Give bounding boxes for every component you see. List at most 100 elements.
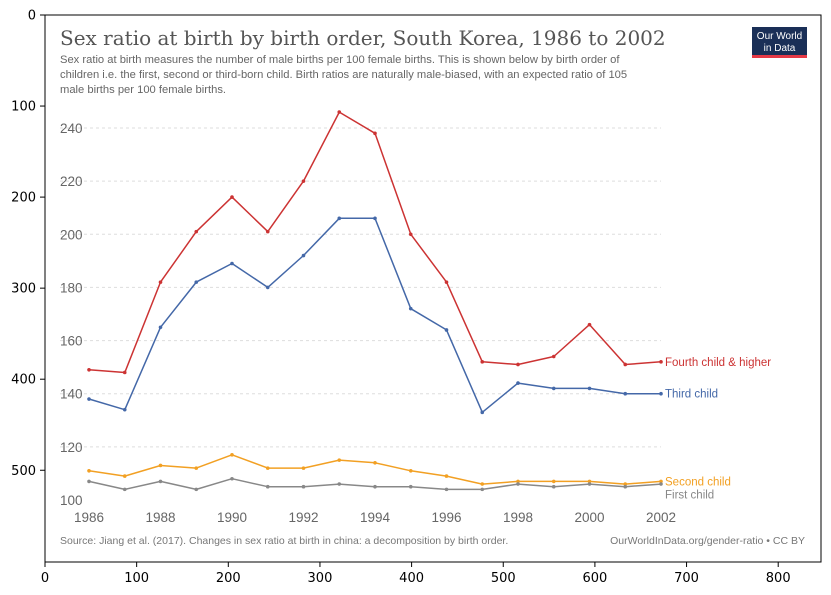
data-point[interactable]	[87, 397, 91, 401]
series-line[interactable]	[88, 454, 662, 485]
data-point[interactable]	[480, 410, 485, 415]
footer-url[interactable]: OurWorldInData.org/gender-ratio • CC BY	[610, 535, 805, 547]
owid-logo[interactable]: Our World in Data	[752, 27, 807, 58]
data-point[interactable]	[301, 484, 306, 489]
y-tick-label: 160	[60, 334, 83, 349]
logo-accent-bar	[752, 55, 807, 58]
y-tick-label: 200	[60, 227, 83, 242]
data-point[interactable]	[516, 479, 520, 484]
grid	[60, 127, 661, 448]
data-point[interactable]	[373, 216, 377, 221]
series-label: Fourth child & higher	[665, 357, 771, 369]
data-point[interactable]	[230, 195, 234, 199]
y-tick-label: 100	[60, 493, 83, 508]
data-point[interactable]	[516, 482, 520, 486]
y-tick-label: 180	[60, 280, 83, 295]
data-point[interactable]	[444, 280, 449, 284]
data-point[interactable]	[194, 466, 199, 470]
data-point[interactable]	[337, 482, 342, 486]
data-point[interactable]	[516, 381, 520, 385]
data-point[interactable]	[230, 453, 234, 457]
outer-x-tick-label: 800	[766, 571, 791, 586]
data-point[interactable]	[516, 362, 520, 367]
data-point[interactable]	[480, 487, 485, 492]
footer-source: Source: Jiang et al. (2017). Changes in …	[60, 535, 508, 547]
data-point[interactable]	[551, 354, 556, 359]
x-tick-label: 1992	[288, 510, 318, 525]
data-point[interactable]	[122, 474, 127, 478]
y-tick-label: 240	[60, 121, 83, 136]
data-point[interactable]	[551, 386, 556, 391]
data-point[interactable]	[122, 487, 127, 492]
series-labels: Fourth child & higher Third child Second c…	[665, 357, 771, 502]
series-label: Third child	[665, 389, 718, 401]
data-point[interactable]	[158, 463, 163, 468]
data-point[interactable]	[623, 484, 628, 489]
data-point[interactable]	[301, 466, 306, 470]
logo-line-2: in Data	[764, 43, 796, 54]
data-point[interactable]	[230, 476, 234, 481]
data-point[interactable]	[408, 468, 413, 473]
data-point[interactable]	[158, 479, 163, 484]
data-point[interactable]	[301, 253, 306, 258]
data-point[interactable]	[373, 461, 377, 465]
outer-x-tick-label: 300	[308, 571, 333, 586]
data-point[interactable]	[444, 487, 449, 492]
data-point[interactable]	[158, 325, 163, 330]
data-point[interactable]	[337, 110, 342, 114]
data-point[interactable]	[551, 484, 556, 489]
data-point[interactable]	[587, 386, 592, 391]
data-point[interactable]	[230, 261, 234, 266]
data-point[interactable]	[659, 360, 663, 364]
data-point[interactable]	[551, 479, 556, 484]
data-point[interactable]	[623, 482, 628, 486]
outer-x-tick-label: 600	[582, 571, 607, 586]
y-tick-label: 120	[60, 440, 83, 455]
subtitle-line-1: Sex ratio at birth measures the number o…	[60, 54, 620, 66]
data-point[interactable]	[587, 482, 592, 486]
data-point[interactable]	[265, 229, 270, 234]
data-point[interactable]	[194, 487, 199, 492]
data-point[interactable]	[659, 391, 663, 396]
data-point[interactable]	[265, 285, 270, 290]
data-point[interactable]	[373, 131, 377, 136]
data-point[interactable]	[194, 229, 199, 234]
data-point[interactable]	[337, 216, 342, 221]
data-point[interactable]	[158, 280, 163, 284]
data-point[interactable]	[623, 362, 628, 367]
data-point[interactable]	[301, 179, 306, 183]
data-point[interactable]	[408, 484, 413, 489]
data-point[interactable]	[265, 466, 270, 470]
data-point[interactable]	[587, 479, 592, 484]
data-point[interactable]	[337, 458, 342, 462]
subtitle-line-2: children i.e. the first, second or third…	[60, 69, 627, 81]
series-line[interactable]	[88, 111, 662, 374]
data-point[interactable]	[444, 474, 449, 478]
logo-background	[752, 27, 807, 57]
outer-y-tick-label: 400	[11, 373, 36, 388]
data-point[interactable]	[265, 484, 270, 489]
data-point[interactable]	[408, 232, 413, 237]
outer-x-tick-label: 0	[41, 571, 49, 586]
data-point[interactable]	[623, 391, 628, 396]
data-point[interactable]	[122, 370, 127, 375]
data-point[interactable]	[587, 322, 592, 327]
outer-y-tick-label: 0	[28, 9, 36, 24]
data-point[interactable]	[122, 407, 127, 412]
x-tick-label: 1996	[431, 510, 461, 525]
series-line[interactable]	[88, 217, 661, 414]
x-tick-label: 1998	[503, 510, 533, 525]
data-point[interactable]	[194, 280, 199, 284]
outer-x-ticks: 0 100 200 300 400 500 600 700 800	[41, 562, 791, 586]
data-point[interactable]	[480, 482, 485, 486]
data-point[interactable]	[444, 328, 449, 332]
data-point[interactable]	[659, 479, 663, 484]
data-point[interactable]	[87, 468, 91, 473]
data-point[interactable]	[373, 484, 377, 489]
data-point[interactable]	[87, 479, 91, 484]
data-point[interactable]	[659, 482, 663, 486]
data-point[interactable]	[480, 360, 485, 364]
data-point[interactable]	[408, 306, 413, 311]
outer-x-tick-label: 100	[124, 571, 149, 586]
data-point[interactable]	[87, 368, 91, 372]
